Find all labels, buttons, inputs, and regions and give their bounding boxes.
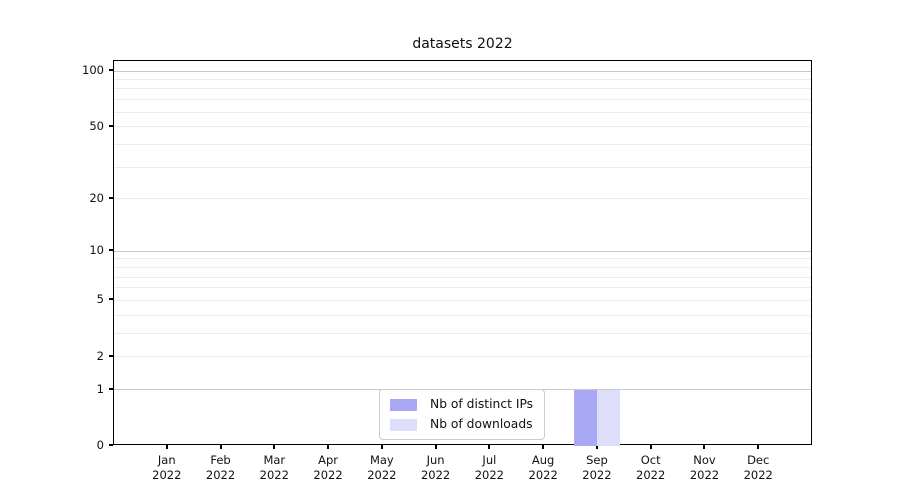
x-tick-label: Nov 2022 <box>689 453 720 482</box>
legend-item-distinct-ips: Nb of distinct IPs <box>390 397 533 412</box>
x-tick-mark <box>595 445 598 449</box>
x-tick-label: May 2022 <box>367 453 397 482</box>
gridline-minor <box>114 299 811 301</box>
x-tick-label: Mar 2022 <box>259 453 289 482</box>
gridline-minor <box>114 166 811 168</box>
x-tick-mark <box>273 445 276 449</box>
legend-label-distinct-ips: Nb of distinct IPs <box>430 397 534 411</box>
x-tick-mark <box>219 445 222 449</box>
x-tick-mark <box>434 445 437 449</box>
y-tick-mark <box>109 196 113 199</box>
y-tick-mark <box>109 354 113 357</box>
y-tick-label: 10 <box>89 243 104 258</box>
gridline-minor <box>114 332 811 334</box>
y-tick-mark <box>109 298 113 301</box>
x-tick-label: Dec 2022 <box>743 453 773 482</box>
gridline-major <box>114 70 811 72</box>
legend-item-downloads: Nb of downloads <box>390 417 533 432</box>
gridline-minor <box>114 126 811 128</box>
x-tick-label: Jul 2022 <box>474 453 505 482</box>
y-tick-mark <box>109 124 113 127</box>
gridline-minor <box>114 79 811 81</box>
gridline-minor <box>114 276 811 278</box>
legend-swatch-distinct-ips <box>390 398 417 411</box>
x-tick-label: Aug 2022 <box>528 453 558 482</box>
y-tick-mark <box>109 69 113 72</box>
x-tick-mark <box>757 445 760 449</box>
x-tick-mark <box>327 445 330 449</box>
legend: Nb of distinct IPs Nb of downloads <box>379 389 546 440</box>
x-tick-mark <box>649 445 652 449</box>
gridline-minor <box>114 111 811 113</box>
y-tick-label: 100 <box>82 63 104 78</box>
y-tick-label: 20 <box>89 190 104 205</box>
x-tick-mark <box>380 445 383 449</box>
plot-area: Nb of distinct IPs Nb of downloads <box>113 60 812 446</box>
y-tick-label: 5 <box>96 292 104 307</box>
x-tick-mark <box>165 445 168 449</box>
gridline-minor <box>114 143 811 145</box>
x-tick-mark <box>542 445 545 449</box>
y-tick-mark <box>109 249 113 252</box>
gridline-minor <box>114 88 811 90</box>
chart-title: datasets 2022 <box>412 36 513 52</box>
x-tick-label: Feb 2022 <box>205 453 236 482</box>
gridline-major <box>114 250 811 252</box>
gridline-minor <box>114 258 811 260</box>
x-tick-label: Jun 2022 <box>420 453 451 482</box>
y-tick-mark <box>109 444 113 446</box>
legend-label-downloads: Nb of downloads <box>430 417 533 431</box>
y-tick-label: 2 <box>96 348 104 363</box>
x-tick-mark <box>488 445 491 449</box>
y-tick-label: 50 <box>89 118 104 133</box>
gridline-minor <box>114 356 811 358</box>
gridline-minor <box>114 99 811 101</box>
x-tick-mark <box>703 445 706 449</box>
x-tick-label: Sep 2022 <box>582 453 612 482</box>
legend-swatch-downloads <box>390 418 417 431</box>
x-tick-label: Oct 2022 <box>636 453 666 482</box>
gridline-minor <box>114 266 811 268</box>
x-tick-label: Jan 2022 <box>152 453 182 482</box>
gridline-minor <box>114 314 811 316</box>
bar-nb-of-downloads-sep <box>596 389 620 446</box>
bar-nb-of-distinct-ips-sep <box>573 389 597 446</box>
gridline-minor <box>114 198 811 200</box>
y-tick-mark <box>109 387 113 390</box>
x-tick-label: Apr 2022 <box>313 453 343 482</box>
y-tick-label: 1 <box>96 381 104 396</box>
gridline-minor <box>114 287 811 289</box>
y-tick-label: 0 <box>96 438 104 452</box>
